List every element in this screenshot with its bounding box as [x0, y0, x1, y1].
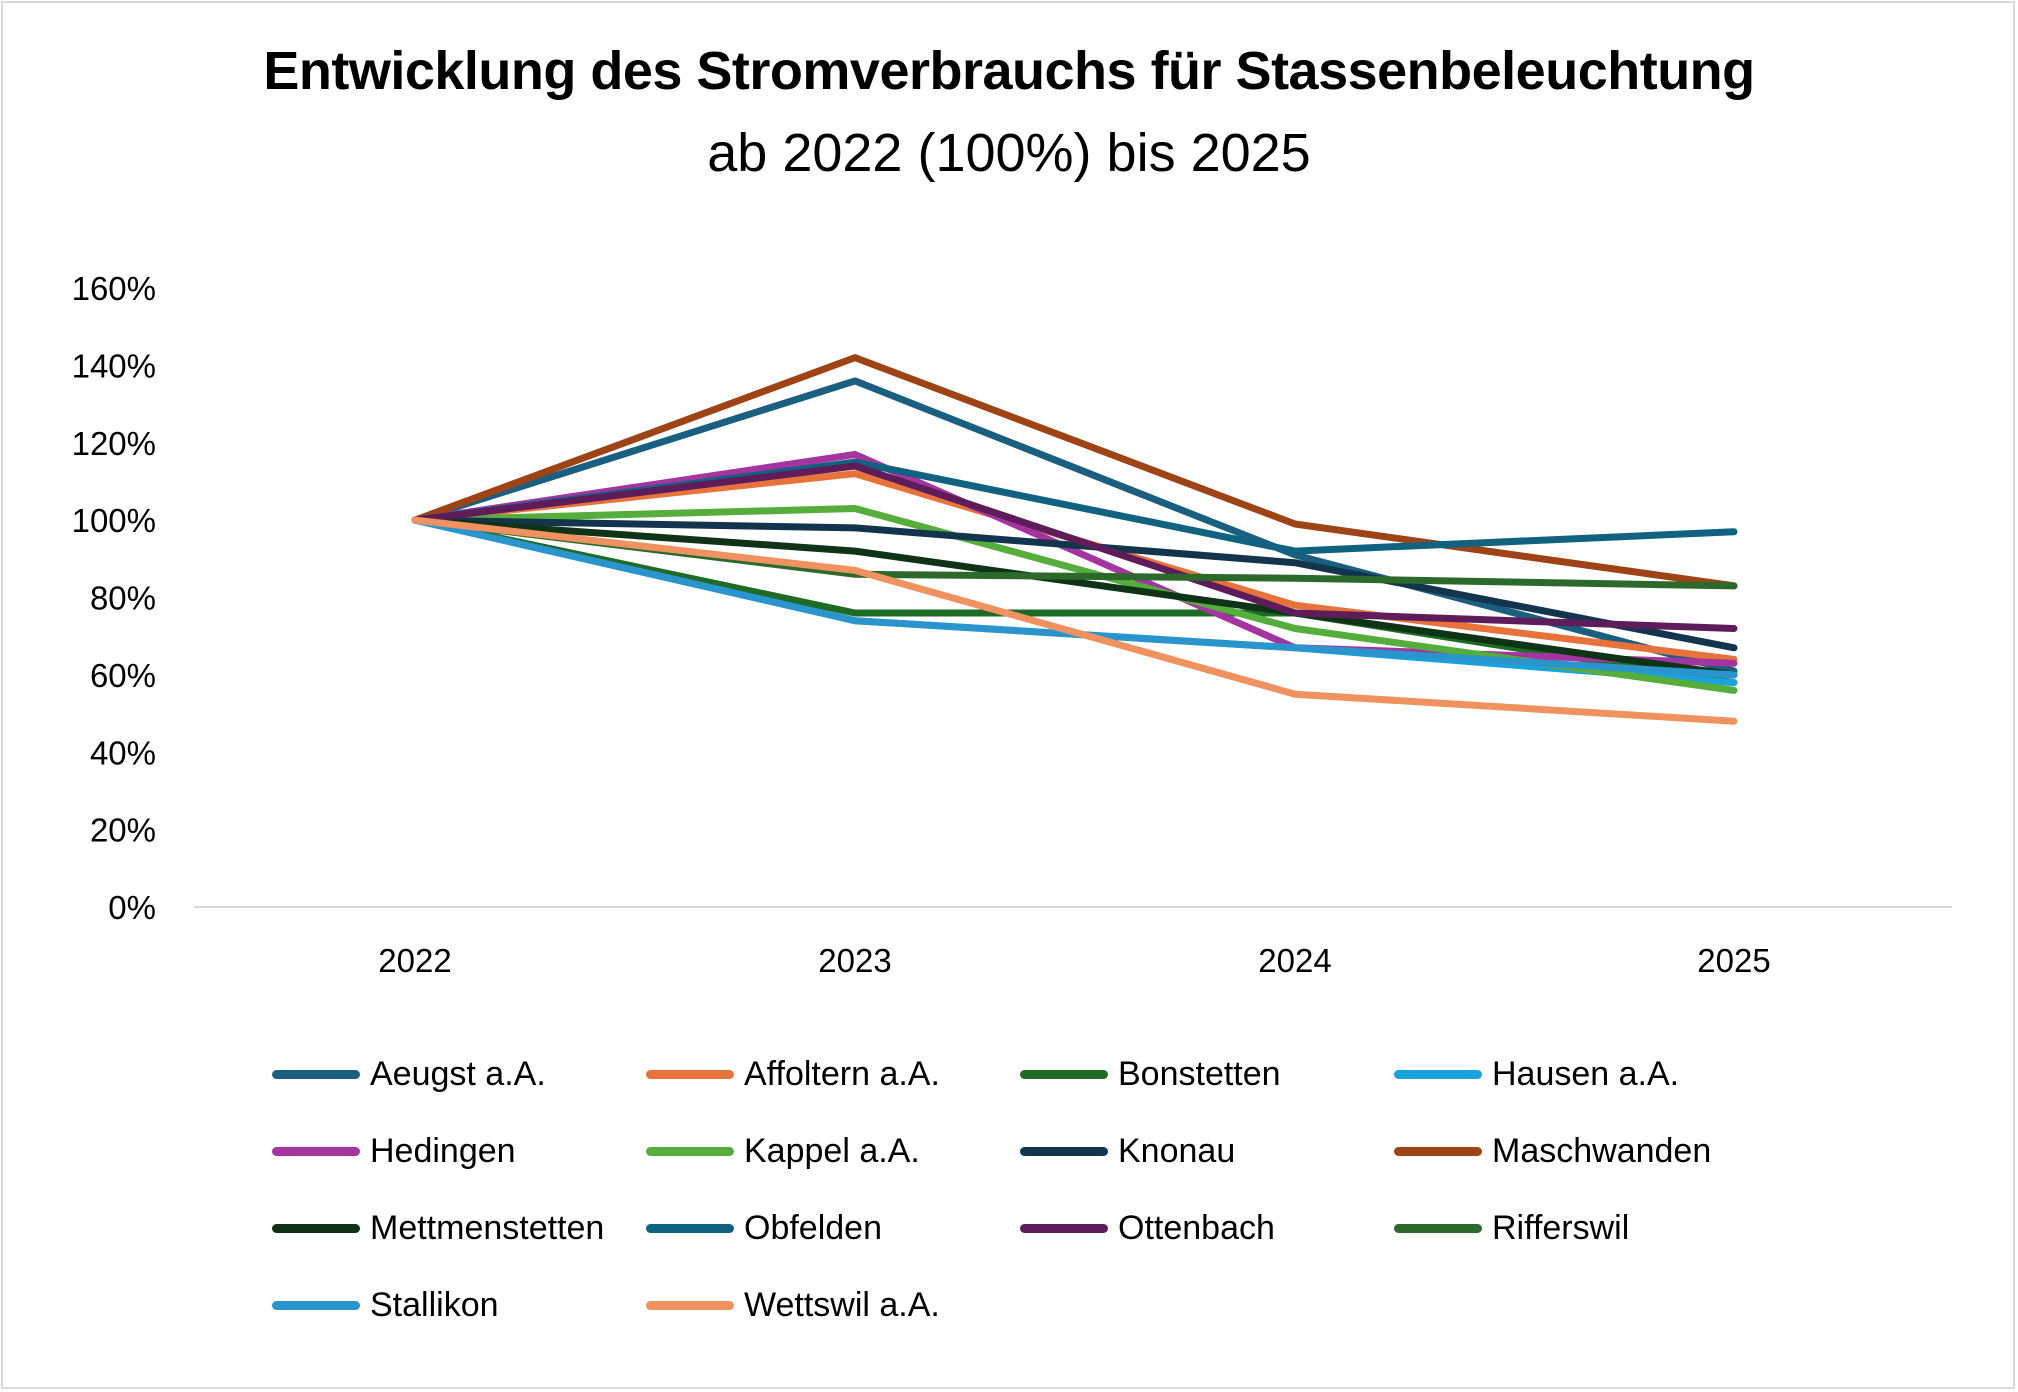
series-line-14: [411, 516, 1738, 725]
y-tick-label: 120%: [72, 425, 156, 462]
legend-swatch: [1020, 1223, 1108, 1233]
y-axis-tick-labels: 0% 20% 40% 60% 80% 100% 120% 140% 160%: [72, 270, 156, 926]
legend-label: Aeugst a.A.: [370, 1054, 546, 1093]
chart-title: Entwicklung des Stromverbrauchs für Stas…: [263, 41, 1755, 101]
legend-swatch: [646, 1146, 734, 1156]
legend-swatch: [272, 1069, 360, 1079]
legend-item: Bonstetten: [1020, 1049, 1281, 1099]
legend-label: Hedingen: [370, 1131, 516, 1170]
legend-swatch: [272, 1223, 360, 1233]
y-tick-label: 100%: [72, 502, 156, 539]
x-tick-label: 2025: [1697, 942, 1770, 979]
legend-swatch: [646, 1069, 734, 1079]
legend-item: Kappel a.A.: [646, 1126, 920, 1176]
legend-item: Ottenbach: [1020, 1203, 1275, 1253]
legend-item: Affoltern a.A.: [646, 1049, 940, 1099]
x-tick-label: 2023: [818, 942, 891, 979]
legend-item: Mettmenstetten: [272, 1203, 604, 1253]
y-tick-label: 60%: [90, 657, 156, 694]
legend-label: Maschwanden: [1492, 1131, 1712, 1170]
legend-label: Obfelden: [744, 1208, 882, 1247]
series-line-11: [411, 462, 1738, 632]
legend-item: Hedingen: [272, 1126, 516, 1176]
x-tick-label: 2022: [378, 942, 451, 979]
legend-label: Mettmenstetten: [370, 1208, 605, 1247]
y-tick-label: 140%: [72, 347, 156, 384]
series-line-7: [411, 516, 1738, 652]
legend-swatch: [646, 1223, 734, 1233]
legend-label: Rifferswil: [1492, 1208, 1630, 1247]
legend-swatch: [272, 1300, 360, 1310]
legend-item: Obfelden: [646, 1203, 882, 1253]
legend-item: Rifferswil: [1394, 1203, 1629, 1253]
legend-item: Maschwanden: [1394, 1126, 1711, 1176]
legend-item: Stallikon: [272, 1280, 499, 1330]
series-lines: [411, 354, 1738, 725]
series-line-3: [411, 516, 1738, 687]
x-tick-label: 2024: [1258, 942, 1331, 979]
y-tick-label: 80%: [90, 580, 156, 617]
legend-swatch: [646, 1300, 734, 1310]
legend-label: Ottenbach: [1118, 1208, 1275, 1247]
legend-swatch: [1394, 1069, 1482, 1079]
legend-label: Wettswil a.A.: [744, 1285, 940, 1324]
legend-item: Knonau: [1020, 1126, 1235, 1176]
series-line-8: [411, 354, 1738, 590]
legend-swatch: [1394, 1223, 1482, 1233]
legend-label: Stallikon: [370, 1285, 499, 1324]
series-line-1: [411, 377, 1738, 675]
legend-label: Kappel a.A.: [744, 1131, 920, 1170]
legend-swatch: [1394, 1146, 1482, 1156]
y-tick-label: 160%: [72, 270, 156, 307]
series-line-5: [411, 450, 1738, 667]
legend-item: Wettswil a.A.: [646, 1280, 940, 1330]
legend-item: Aeugst a.A.: [272, 1049, 546, 1099]
legend-swatch: [272, 1146, 360, 1156]
legend-label: Hausen a.A.: [1492, 1054, 1680, 1093]
y-tick-label: 40%: [90, 734, 156, 771]
legend-item: Hausen a.A.: [1394, 1049, 1679, 1099]
legend-label: Knonau: [1118, 1131, 1236, 1170]
x-axis-tick-labels: 2022 2023 2024 2025: [378, 942, 1770, 979]
legend-swatch: [1020, 1146, 1108, 1156]
legend-swatch: [1020, 1069, 1108, 1079]
legend-label: Bonstetten: [1118, 1054, 1281, 1093]
y-tick-label: 0%: [108, 889, 156, 926]
series-line-9: [411, 516, 1738, 679]
y-tick-label: 20%: [90, 812, 156, 849]
chart-subtitle: ab 2022 (100%) bis 2025: [707, 123, 1311, 183]
legend-label: Affoltern a.A.: [744, 1054, 940, 1093]
